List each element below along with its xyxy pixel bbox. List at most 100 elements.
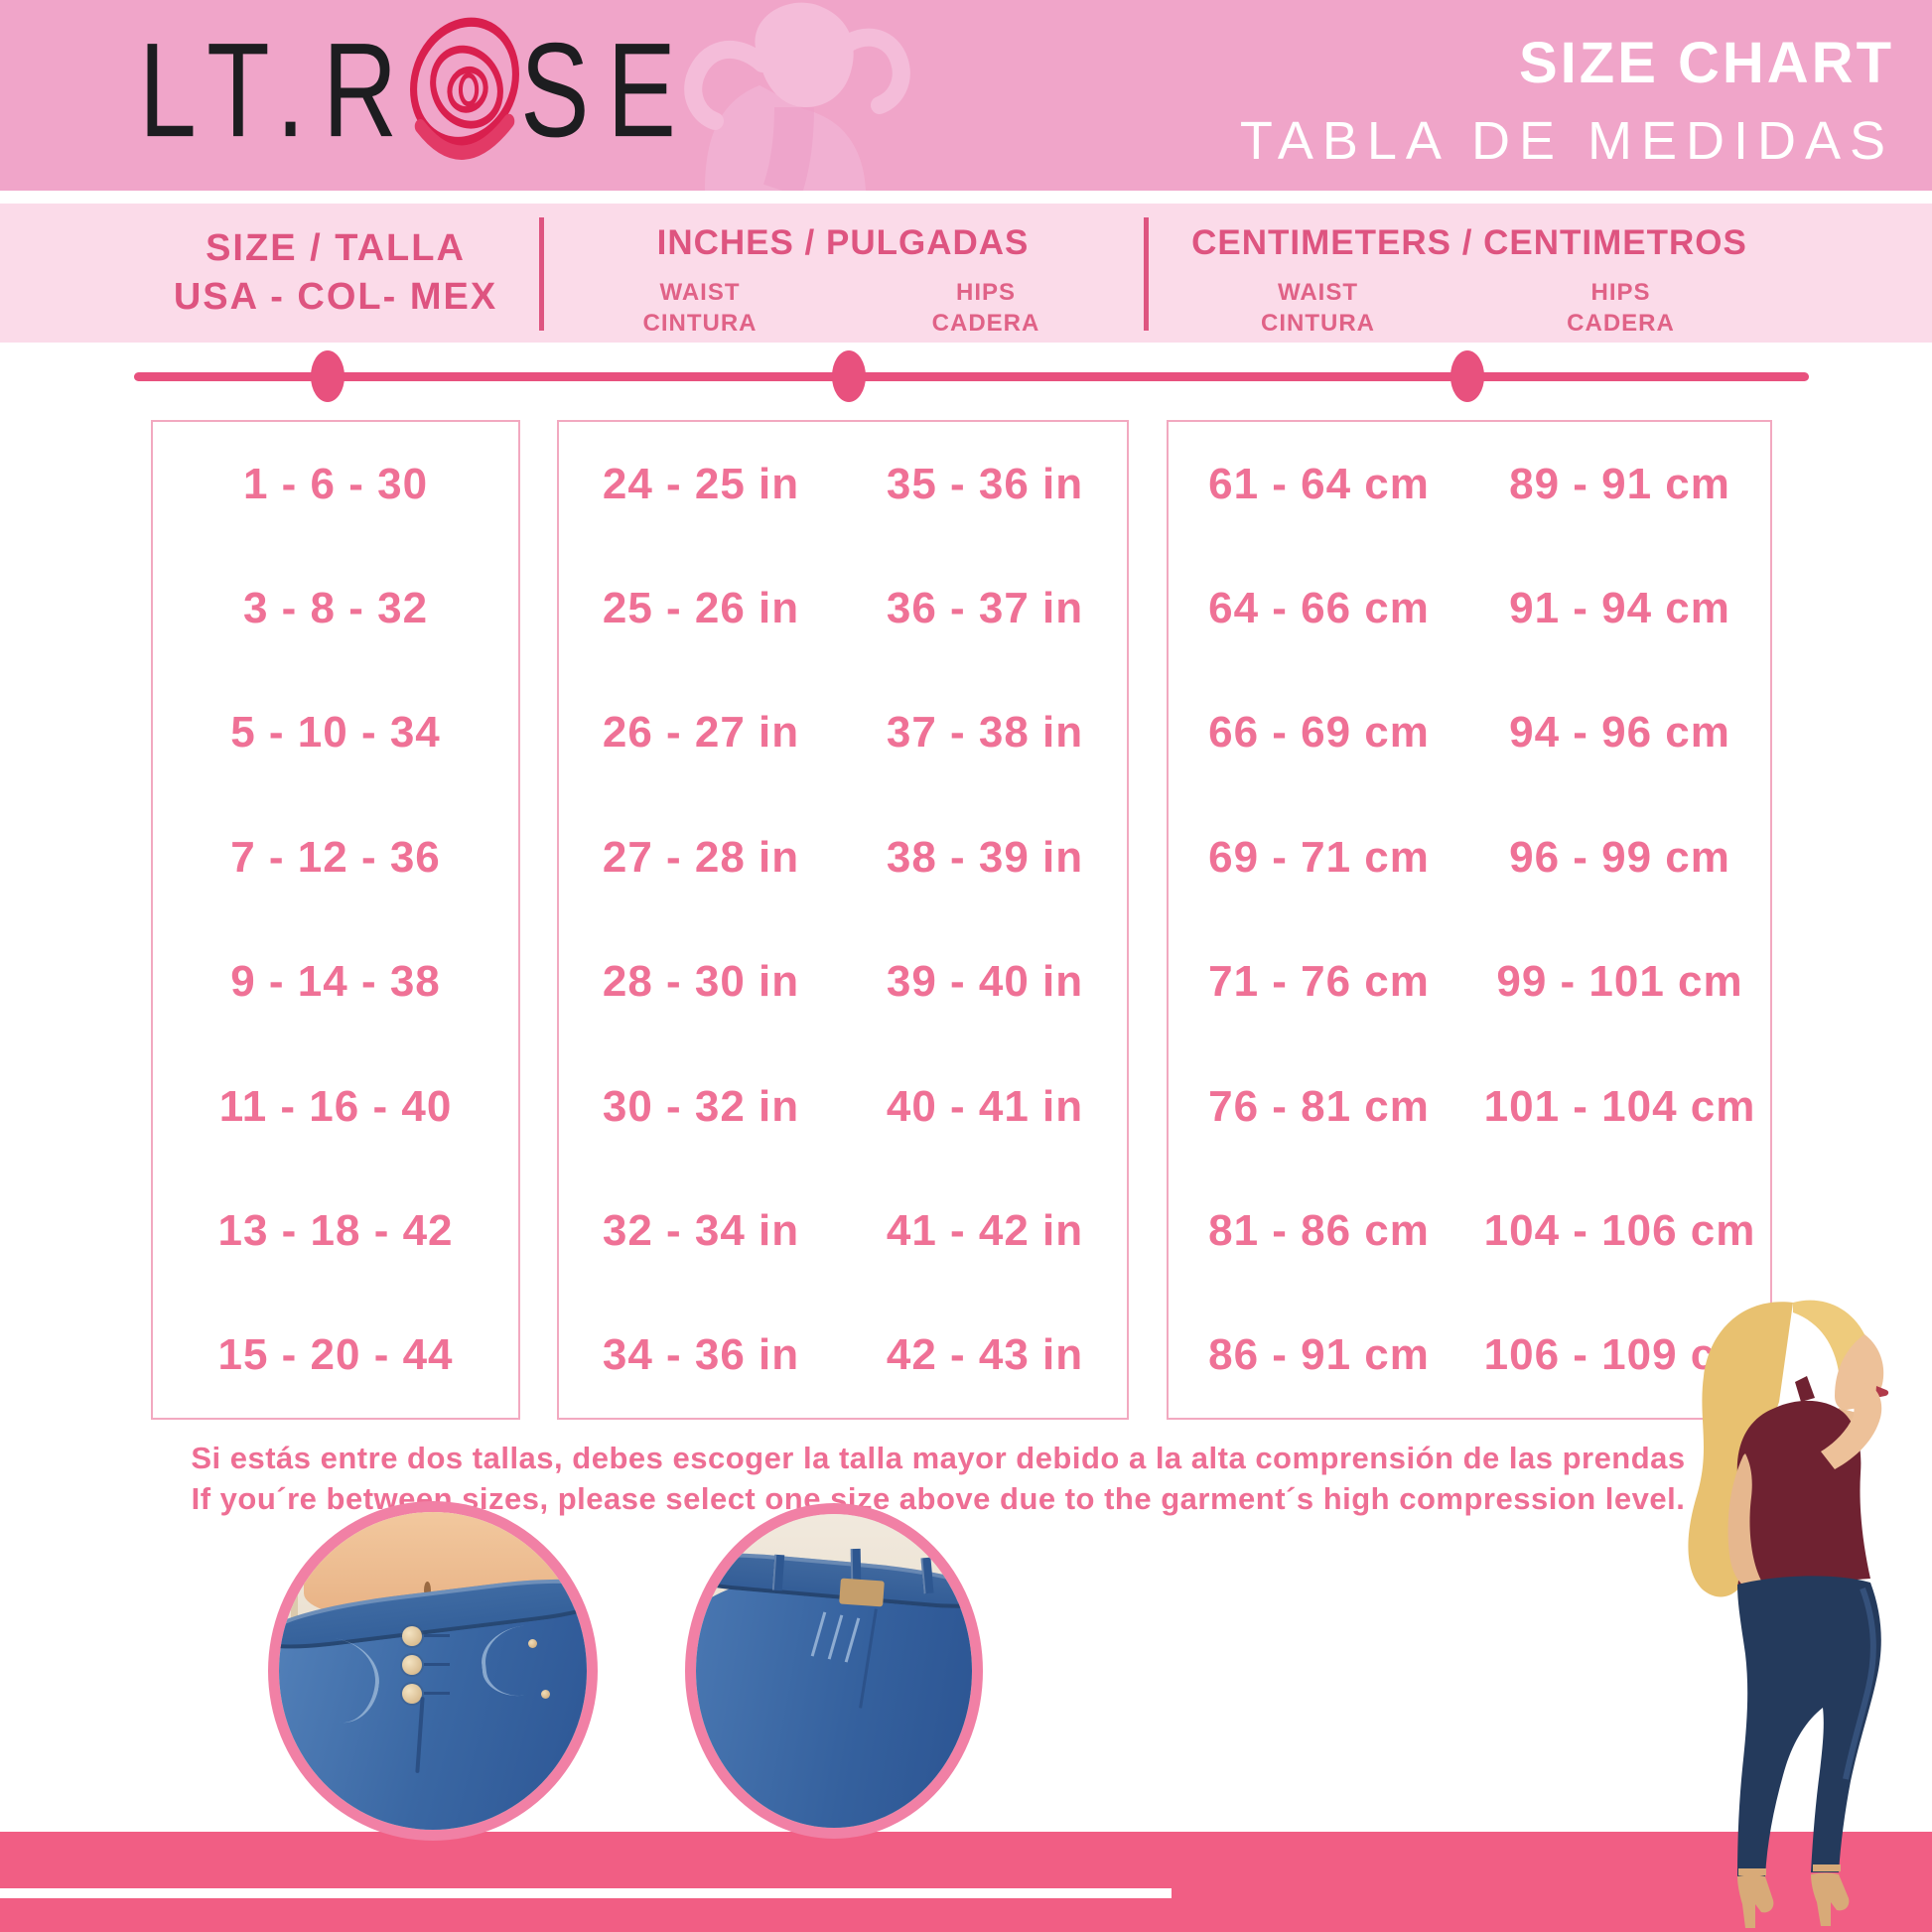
inches-hips-label: HIPS CADERA <box>931 279 1040 337</box>
table-cell: 94 - 96 cm <box>1509 708 1730 758</box>
table-row: 81 - 86 cm 104 - 106 cm <box>1169 1169 1770 1293</box>
sizing-note-es: Si estás entre dos tallas, debes escoger… <box>191 1441 1686 1475</box>
brand-logo: LT.R SE <box>139 0 694 195</box>
inches-waist-label: WAIST CINTURA <box>642 279 758 337</box>
table-row: 24 - 25 in 35 - 36 in <box>559 422 1127 546</box>
table-cell: 3 - 8 - 32 <box>242 584 429 633</box>
jeans-back <box>696 1570 972 1828</box>
header-divider-1 <box>539 217 544 331</box>
table-row: 28 - 30 in 39 - 40 in <box>559 920 1127 1044</box>
cm-hips-label: HIPS CADERA <box>1567 279 1675 337</box>
sizing-note: Si estás entre dos tallas, debes escoger… <box>0 1438 1876 1519</box>
table-cell: 15 - 20 - 44 <box>217 1330 454 1380</box>
table-row: 71 - 76 cm 99 - 101 cm <box>1169 920 1770 1044</box>
jeans-button-2 <box>402 1655 450 1675</box>
rule-dot-2 <box>832 350 866 402</box>
cm-header-title: CENTIMETERS / CENTIMETROS <box>1191 223 1747 262</box>
table-cell: 11 - 16 - 40 <box>218 1081 453 1131</box>
inches-values-box: 24 - 25 in 35 - 36 in 25 - 26 in 36 - 37 in… <box>557 420 1129 1420</box>
rose-icon <box>410 17 520 160</box>
table-cell: 27 - 28 in <box>602 832 800 882</box>
model-photo <box>1688 1300 1889 1928</box>
table-cell: 42 - 43 in <box>886 1330 1084 1380</box>
table-cell: 96 - 99 cm <box>1509 832 1730 882</box>
table-row: 76 - 81 cm 101 - 104 cm <box>1169 1044 1770 1169</box>
table-cell: 61 - 64 cm <box>1208 459 1430 508</box>
brand-logo-text-right: SE <box>520 16 694 166</box>
brand-logo-text-left: LT.R <box>139 16 416 166</box>
page-subtitle: TABLA DE MEDIDAS <box>1239 111 1894 171</box>
table-row: 69 - 71 cm 96 - 99 cm <box>1169 795 1770 919</box>
rule-dot-1 <box>311 350 345 402</box>
table-row: 27 - 28 in 38 - 39 in <box>559 795 1127 919</box>
faded-model-silhouette <box>684 2 910 198</box>
table-row: 66 - 69 cm 94 - 96 cm <box>1169 671 1770 795</box>
table-cell: 32 - 34 in <box>602 1205 800 1255</box>
table-cell: 101 - 104 cm <box>1483 1081 1756 1131</box>
jeans-rivet <box>528 1639 538 1648</box>
table-cell: 64 - 66 cm <box>1208 584 1430 633</box>
footer-white-stripe <box>0 1888 1172 1898</box>
table-cell: 37 - 38 in <box>886 708 1084 758</box>
table-cell: 41 - 42 in <box>886 1205 1084 1255</box>
size-header-line1: SIZE / TALLA <box>206 227 466 269</box>
rule-dot-3 <box>1450 350 1484 402</box>
leather-patch <box>838 1578 885 1607</box>
table-cell: 69 - 71 cm <box>1208 832 1430 882</box>
table-cell: 13 - 18 - 42 <box>217 1205 454 1255</box>
table-row: 32 - 34 in 41 - 42 in <box>559 1169 1127 1293</box>
table-cell: 40 - 41 in <box>886 1081 1084 1131</box>
table-cell: 1 - 6 - 30 <box>242 459 429 508</box>
header-divider-2 <box>1144 217 1149 331</box>
jeans-button-3 <box>402 1683 450 1704</box>
size-column-header: SIZE / TALLA USA - COL- MEX <box>151 204 520 343</box>
table-row: 34 - 36 in 42 - 43 in <box>559 1294 1127 1418</box>
table-header-band: SIZE / TALLA USA - COL- MEX INCHES / PUL… <box>0 204 1932 343</box>
table-cell: 91 - 94 cm <box>1509 584 1730 633</box>
table-cell: 104 - 106 cm <box>1483 1205 1756 1255</box>
inches-header-title: INCHES / PULGADAS <box>656 223 1030 262</box>
table-cell: 89 - 91 cm <box>1509 459 1730 508</box>
cm-waist-label: WAIST CINTURA <box>1261 279 1375 337</box>
table-cell: 34 - 36 in <box>602 1330 800 1380</box>
table-row: 64 - 66 cm 91 - 94 cm <box>1169 546 1770 670</box>
table-cell: 26 - 27 in <box>602 708 800 758</box>
table-row: 30 - 32 in 40 - 41 in <box>559 1044 1127 1169</box>
table-cell: 25 - 26 in <box>602 584 800 633</box>
inches-column-header: INCHES / PULGADAS WAIST CINTURA HIPS CAD… <box>557 204 1129 343</box>
table-row: 26 - 27 in 37 - 38 in <box>559 671 1127 795</box>
footer-bar <box>0 1832 1932 1932</box>
table-row: 25 - 26 in 36 - 37 in <box>559 546 1127 670</box>
banner-model-photo <box>556 0 1023 198</box>
cm-column-header: CENTIMETERS / CENTIMETROS WAIST CINTURA … <box>1167 204 1772 343</box>
jeans-back-photo <box>685 1503 983 1839</box>
table-cell: 9 - 14 - 38 <box>230 957 441 1007</box>
jeans-front-photo <box>268 1501 598 1841</box>
size-values-box: 1 - 6 - 30 3 - 8 - 32 5 - 10 - 34 7 - 12 - … <box>151 420 520 1420</box>
jeans-rivet <box>540 1690 550 1700</box>
page-title: SIZE CHART <box>1519 31 1894 95</box>
table-cell: 81 - 86 cm <box>1208 1205 1430 1255</box>
table-cell: 28 - 30 in <box>602 957 800 1007</box>
jeans-button-1 <box>402 1626 450 1647</box>
table-cell: 76 - 81 cm <box>1208 1081 1430 1131</box>
table-cell: 71 - 76 cm <box>1208 957 1430 1007</box>
navel <box>423 1582 431 1599</box>
table-row: 61 - 64 cm 89 - 91 cm <box>1169 422 1770 546</box>
table-cell: 5 - 10 - 34 <box>230 708 441 758</box>
table-cell: 38 - 39 in <box>886 832 1084 882</box>
table-cell: 30 - 32 in <box>602 1081 800 1131</box>
banner: LT.R SE SIZE CHART TABLA DE MEDIDAS <box>0 0 1932 198</box>
table-cell: 36 - 37 in <box>886 584 1084 633</box>
size-header-line2: USA - COL- MEX <box>173 276 498 318</box>
banner-titles: SIZE CHART TABLA DE MEDIDAS <box>1240 30 1894 172</box>
table-cell: 86 - 91 cm <box>1208 1330 1430 1380</box>
divider-rule <box>134 350 1809 402</box>
cm-values-box: 61 - 64 cm 89 - 91 cm 64 - 66 cm 91 - 94 cm… <box>1167 420 1772 1420</box>
table-cell: 99 - 101 cm <box>1496 957 1743 1007</box>
table-cell: 66 - 69 cm <box>1208 708 1430 758</box>
table-cell: 24 - 25 in <box>602 459 800 508</box>
table-cell: 39 - 40 in <box>886 957 1084 1007</box>
table-cell: 35 - 36 in <box>886 459 1084 508</box>
